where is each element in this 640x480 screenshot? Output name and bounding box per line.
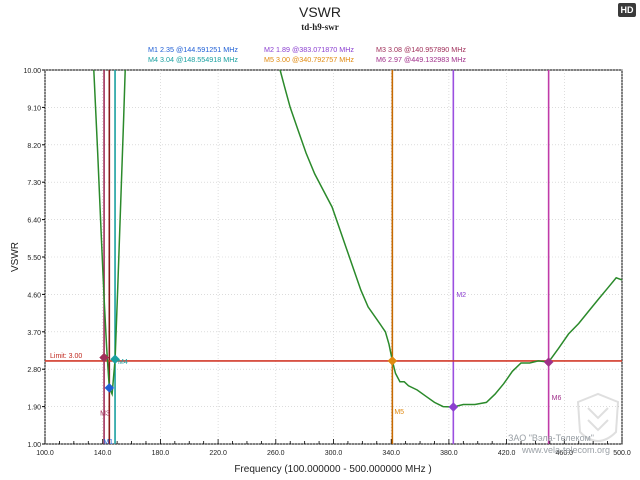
x-tick-label: 220.0 xyxy=(209,450,227,457)
x-tick-label: 260.0 xyxy=(267,450,285,457)
legend-entry-m6: M6 2.97 @449.132983 MHz xyxy=(376,55,466,64)
y-axis: 1.00 1.90 2.80 3.70 4.60 5.50 6.40 7.30 8.20 9.10… xyxy=(23,68,45,449)
y-tick-label: 7.30 xyxy=(27,180,41,187)
grid xyxy=(44,69,623,445)
marker-point-m4 xyxy=(110,354,120,365)
marker-point-m5 xyxy=(387,356,398,366)
y-tick-label: 6.40 xyxy=(27,218,41,225)
marker-label-m3: M3 xyxy=(100,411,110,418)
y-tick-label: 5.50 xyxy=(27,255,41,262)
watermark-company: ЗАО "Вэла-Телеком" xyxy=(508,433,594,443)
vswr-curve-segment xyxy=(279,69,623,408)
x-tick-label: 500.0 xyxy=(613,450,631,457)
marker-lines xyxy=(103,70,550,444)
legend-entry-m1: M1 2.35 @144.591251 MHz xyxy=(148,45,238,54)
x-tick-label: 300.0 xyxy=(325,450,343,457)
chart-title: VSWR xyxy=(299,4,341,20)
x-axis-label: Frequency (100.000000 - 500.000000 MHz ) xyxy=(234,464,431,475)
marker-label-m4: M4 xyxy=(118,359,128,366)
y-tick-label: 8.20 xyxy=(27,143,41,150)
y-axis-label: VSWR xyxy=(10,242,21,272)
marker-label-m5: M5 xyxy=(394,409,404,416)
y-tick-label: 1.90 xyxy=(27,405,41,412)
legend-entry-m2: M2 1.89 @383.071870 MHz xyxy=(264,45,354,54)
marker-label-m6: M6 xyxy=(552,395,562,402)
x-axis: 100.0 140.0 180.0 220.0 260.0 300.0 340.0 380.0… xyxy=(36,439,631,457)
marker-point-m3 xyxy=(99,352,109,363)
y-tick-label: 1.00 xyxy=(27,442,41,449)
chart-subtitle: td-h9-swr xyxy=(301,22,339,32)
marker-point-m1 xyxy=(104,383,115,393)
legend-entry-m5: M5 3.00 @340.792757 MHz xyxy=(264,55,354,64)
x-tick-label: 140.0 xyxy=(94,450,112,457)
marker-legend: M1 2.35 @144.591251 MHz M2 1.89 @383.0718… xyxy=(148,45,466,64)
x-tick-label: 180.0 xyxy=(152,450,170,457)
x-tick-label: 420.0 xyxy=(498,450,516,457)
marker-label-m1: M1 xyxy=(103,439,113,446)
y-tick-label: 4.60 xyxy=(27,292,41,299)
marker-point-m2 xyxy=(448,402,459,412)
marker-label-m2: M2 xyxy=(456,292,466,299)
marker-points: M1 M2 M3 M4 M5 M6 xyxy=(99,292,562,446)
y-tick-label: 3.70 xyxy=(27,330,41,337)
limit-label: Limit: 3.00 xyxy=(50,353,82,360)
x-tick-label: 340.0 xyxy=(382,450,400,457)
y-tick-label: 9.10 xyxy=(27,105,41,112)
x-tick-label: 460.0 xyxy=(556,450,574,457)
shield-watermark-icon xyxy=(576,392,620,442)
hd-badge: HD xyxy=(618,3,636,17)
y-tick-label: 2.80 xyxy=(27,367,41,374)
legend-entry-m3: M3 3.08 @140.957890 MHz xyxy=(376,45,466,54)
x-tick-label: 100.0 xyxy=(36,450,54,457)
watermark-url: www.vela-telecom.org xyxy=(522,445,611,455)
limit-line-group: Limit: 3.00 xyxy=(45,353,622,362)
y-tick-label: 10.00 xyxy=(23,68,41,75)
x-tick-label: 380.0 xyxy=(440,450,458,457)
legend-entry-m4: M4 3.04 @148.554918 MHz xyxy=(148,55,238,64)
marker-point-m6 xyxy=(543,357,554,367)
